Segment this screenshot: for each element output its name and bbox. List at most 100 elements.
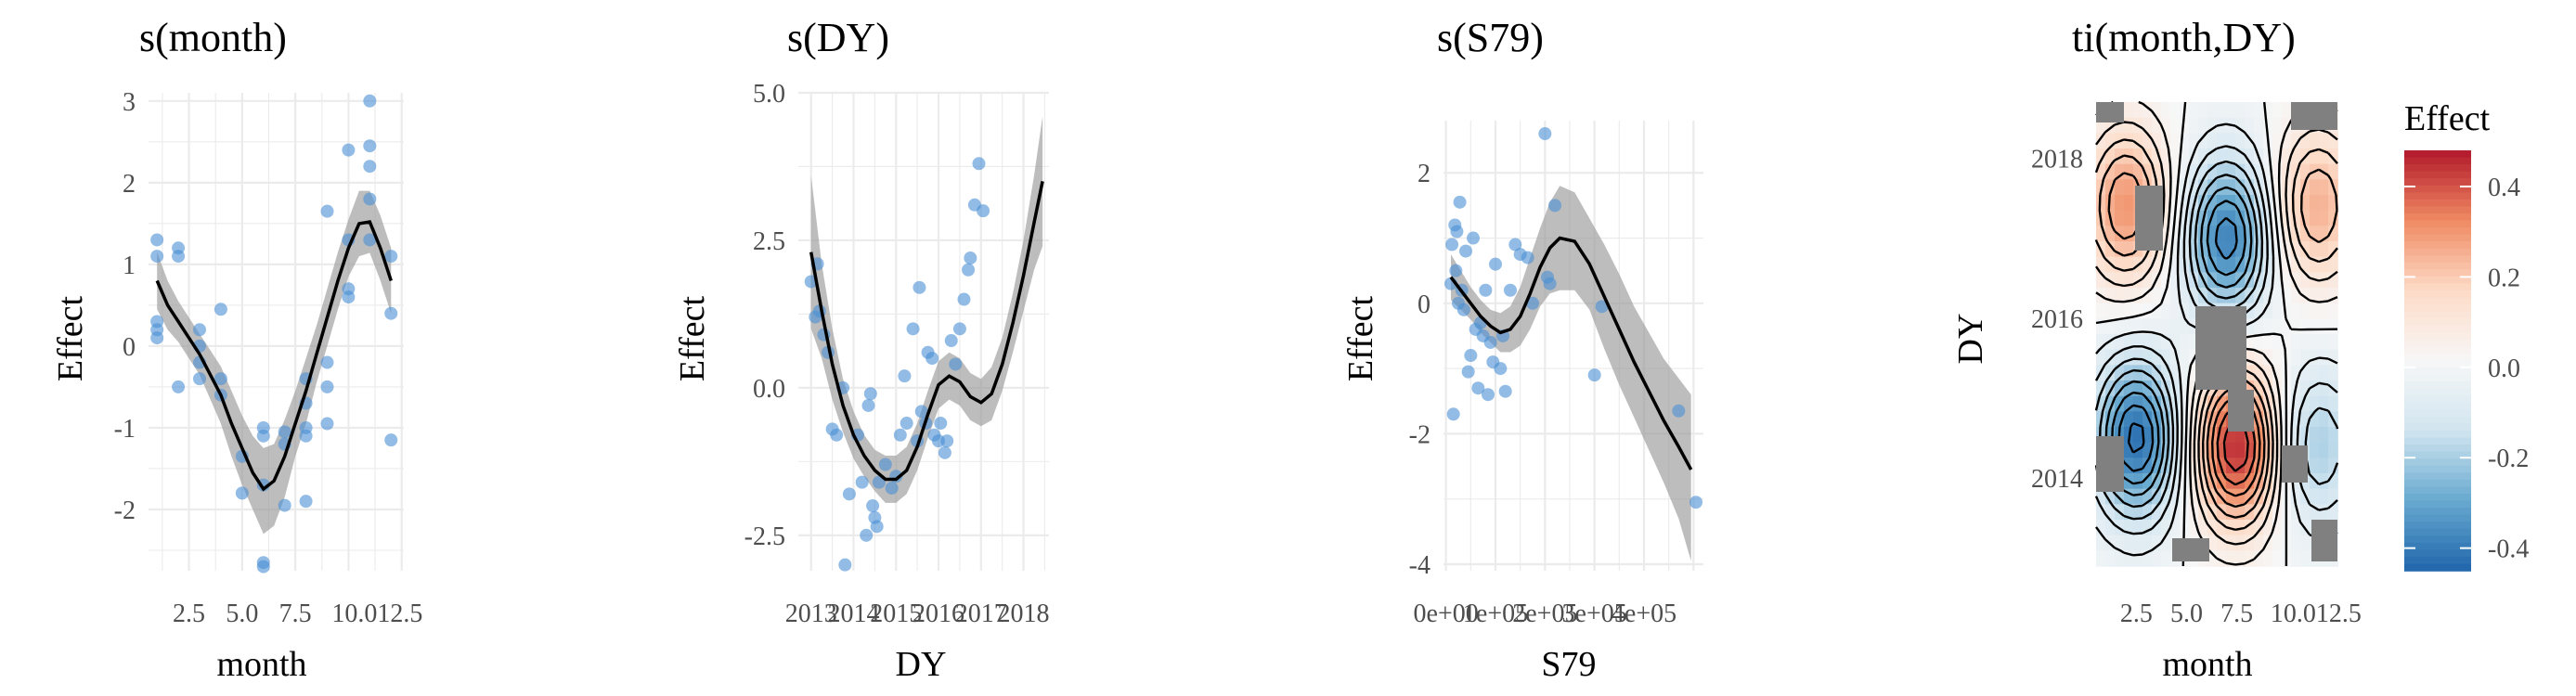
heatmap-cell (2152, 349, 2162, 367)
data-point (150, 233, 164, 247)
heatmap-cell (2272, 303, 2283, 320)
heatmap-cell (2300, 411, 2311, 428)
heatmap-cell (2105, 411, 2116, 428)
heatmap-cell (2161, 365, 2171, 381)
colorbar-segment (2404, 522, 2471, 530)
heatmap-cell (2105, 133, 2116, 149)
colorbar-segment (2404, 178, 2471, 187)
heatmap-cell (2328, 210, 2338, 227)
panel-ti-month-dy: ti(month,DY) month DY Effect 2014 2016 201… (1951, 15, 2529, 684)
heatmap-cell (2115, 303, 2125, 320)
data-point (830, 428, 844, 442)
heatmap-cell (2272, 349, 2283, 367)
y-axis-title: Effect (673, 295, 712, 381)
heatmap-cell (2226, 148, 2236, 165)
heatmap-cell (2189, 241, 2199, 258)
data-point (940, 434, 954, 448)
heatmap-cell (2282, 272, 2292, 289)
colorbar-tick-label: 0.0 (2488, 354, 2520, 383)
heatmap-cell (2161, 226, 2171, 242)
heatmap-cell (2291, 303, 2301, 320)
smooth-line (809, 181, 1044, 482)
heatmap-cell (2180, 163, 2190, 181)
colorbar-segment (2404, 542, 2471, 551)
heatmap-cell (2235, 458, 2246, 474)
mask-block (2096, 102, 2124, 122)
heatmap-cell (2198, 133, 2208, 149)
heatmap-cell (2096, 380, 2106, 397)
y-tick-label: 0 (1417, 290, 1430, 319)
heatmap-cell (2124, 195, 2134, 212)
heatmap-cell (2189, 288, 2199, 304)
heatmap-cell (2124, 241, 2134, 258)
y-tick-label: 3 (123, 88, 136, 117)
heatmap-cell (2319, 256, 2329, 274)
heatmap-cell (2170, 303, 2181, 320)
heatmap-cell (2096, 148, 2106, 165)
heatmap-cell (2282, 303, 2292, 320)
colorbar-segment (2404, 171, 2471, 179)
heatmap-cell (2105, 288, 2116, 304)
data-point (938, 445, 951, 459)
heatmap-cell (2124, 117, 2134, 135)
heatmap-cell (2310, 395, 2320, 413)
heatmap-cell (2310, 148, 2320, 165)
colorbar-segment (2404, 325, 2471, 334)
heatmap-cell (2115, 365, 2125, 381)
heatmap-cell (2254, 210, 2264, 227)
heatmap-cell (2161, 504, 2171, 521)
heatmap-cell (2207, 550, 2218, 567)
x-tick-label: 1e+05 (1463, 599, 1528, 628)
smooth-line (1449, 236, 1693, 470)
heatmap-cell (2133, 488, 2143, 506)
heatmap-cell (2096, 488, 2106, 506)
heatmap-cell (2096, 318, 2106, 335)
heatmap-cell (2310, 288, 2320, 304)
colorbar-segment (2404, 234, 2471, 242)
colorbar-segment (2404, 220, 2471, 228)
heatmap-cell (2142, 535, 2153, 552)
heatmap-cell (2133, 318, 2143, 335)
heatmap-cell (2180, 365, 2190, 381)
heatmap-cell (2282, 256, 2292, 274)
heatmap-cell (2217, 442, 2227, 459)
heatmap-cell (2328, 473, 2338, 490)
heatmap-cell (2142, 458, 2153, 474)
heatmap-cell (2198, 473, 2208, 490)
data-point (1526, 296, 1539, 310)
x-tick-label: 2.5 (2120, 599, 2153, 628)
heatmap-cell (2142, 411, 2153, 428)
confidence-band (157, 190, 392, 535)
heatmap-cell (2142, 288, 2153, 304)
data-point (906, 322, 920, 336)
heatmap-cell (2254, 334, 2264, 351)
heatmap-cell (2115, 411, 2125, 428)
heatmap-cell (2096, 334, 2106, 351)
heatmap-cell (2152, 380, 2162, 397)
heatmap-cell (2105, 226, 2116, 242)
heatmap-cell (2207, 117, 2218, 135)
heatmap-cell (2133, 535, 2143, 552)
heatmap-cell (2133, 380, 2143, 397)
heatmap-cell (2207, 179, 2218, 196)
heatmap-cell (2300, 334, 2311, 351)
colorbar-segment (2404, 276, 2471, 285)
heatmap-cell (2310, 411, 2320, 428)
heatmap-cell (2328, 349, 2338, 367)
data-point (842, 487, 856, 501)
heatmap-cell (2263, 226, 2273, 242)
heatmap-cell (2198, 226, 2208, 242)
mask-block (2135, 186, 2163, 251)
chart-title: ti(month,DY) (2072, 15, 2296, 60)
y-tick-label: 0.0 (753, 375, 785, 404)
heatmap-cell (2272, 550, 2283, 567)
colorbar-segment (2404, 192, 2471, 200)
heatmap-cell (2105, 303, 2116, 320)
heatmap-cell (2245, 303, 2255, 320)
heatmap-cell (2142, 520, 2153, 536)
heatmap-cell (2207, 210, 2218, 227)
heatmap-cell (2180, 411, 2190, 428)
heatmap-cell (2170, 272, 2181, 289)
heatmap-cell (2189, 520, 2199, 536)
x-tick-label: 7.5 (279, 599, 312, 628)
